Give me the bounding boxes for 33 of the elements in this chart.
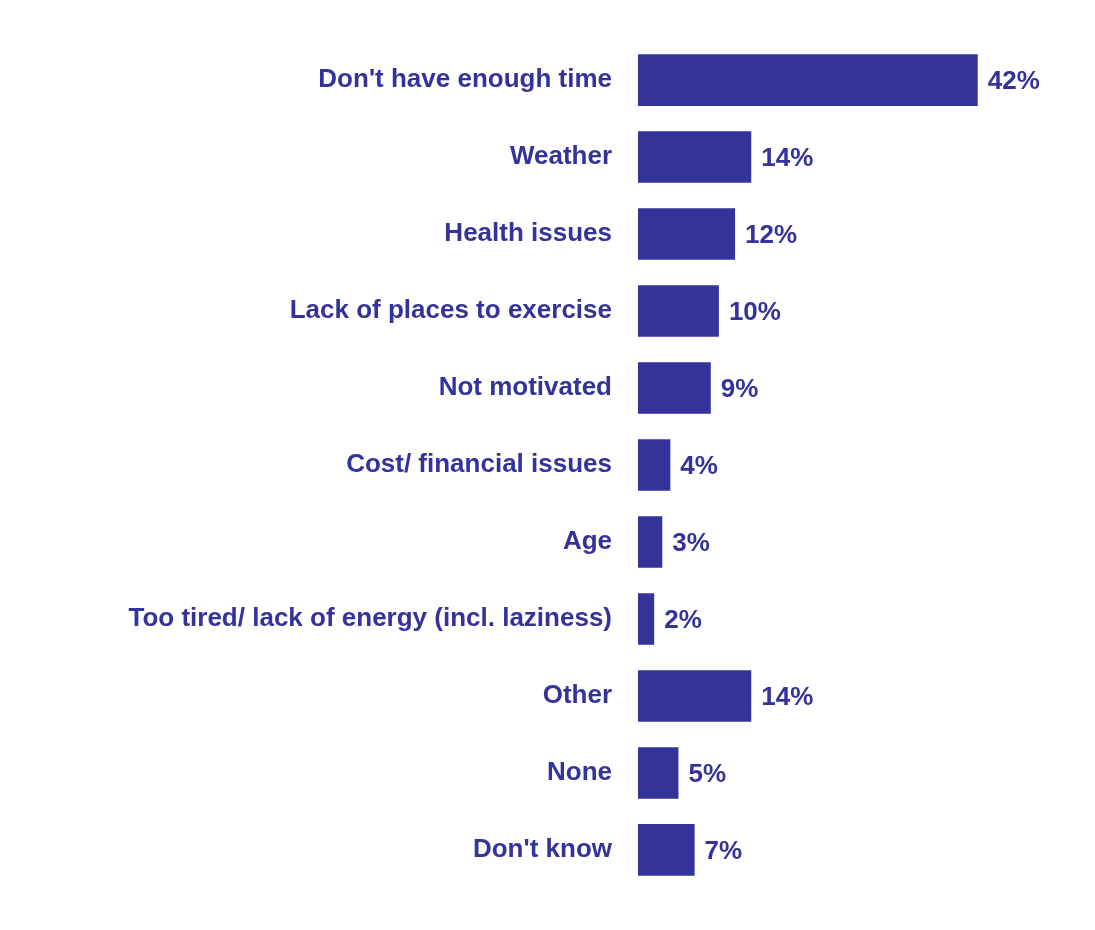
data-label: 14% <box>761 681 814 712</box>
y-tick-label: Don't have enough time <box>318 63 612 94</box>
bar <box>638 824 695 876</box>
y-tick-label: Other <box>542 679 612 710</box>
data-label: 12% <box>745 219 798 250</box>
data-label: 5% <box>688 758 727 789</box>
data-label: 3% <box>672 527 710 558</box>
y-tick-label: Too tired/ lack of energy (incl. laziness) <box>128 602 612 633</box>
data-label: 42% <box>987 65 1040 96</box>
data-label: 7% <box>704 835 743 866</box>
bar <box>638 593 655 645</box>
y-tick-label: None <box>547 756 612 787</box>
data-label: 9% <box>720 373 759 404</box>
y-tick-label: Not motivated <box>438 371 612 402</box>
bar <box>638 131 752 183</box>
bar <box>638 208 736 260</box>
bar <box>638 285 719 337</box>
y-tick-label: Age <box>562 525 612 556</box>
bar <box>638 670 752 722</box>
data-label: 14% <box>761 142 814 173</box>
y-tick-label: Health issues <box>444 217 612 248</box>
y-tick-label: Cost/ financial issues <box>346 448 612 479</box>
bar <box>638 747 679 799</box>
data-label: 10% <box>728 296 781 327</box>
bar <box>638 516 663 568</box>
bar <box>638 362 711 414</box>
data-label: 4% <box>680 450 718 481</box>
bar <box>638 439 671 491</box>
y-tick-label: Don't know <box>472 833 613 864</box>
y-tick-label: Weather <box>509 140 612 171</box>
data-label: 2% <box>664 604 702 635</box>
bar <box>638 54 978 106</box>
y-tick-label: Lack of places to exercise <box>289 294 612 325</box>
